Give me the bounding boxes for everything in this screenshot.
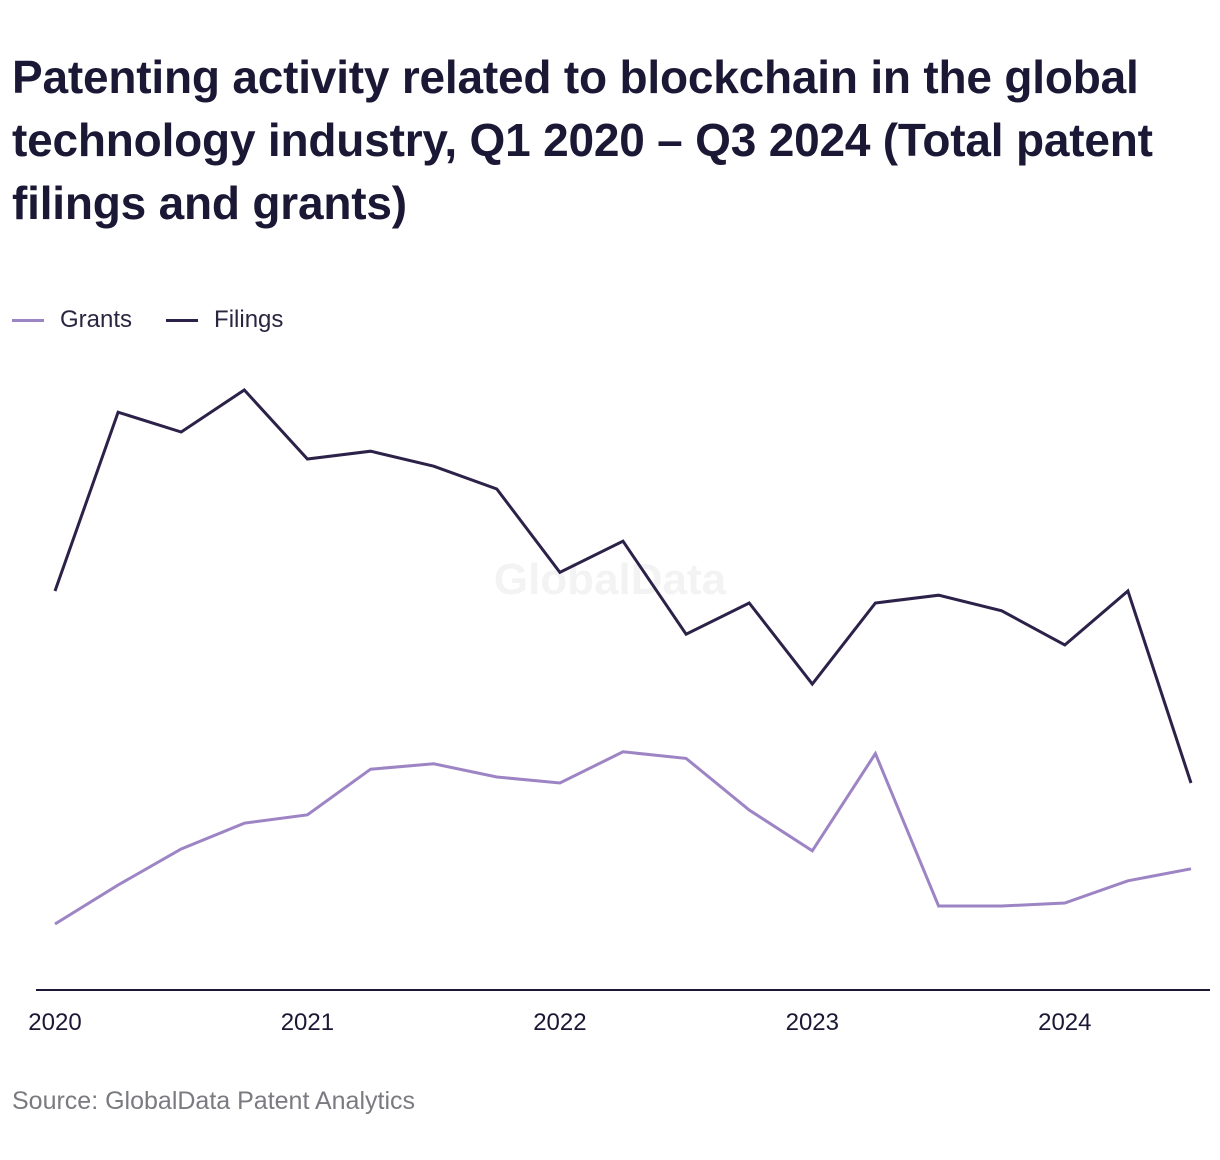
legend-item-filings: Filings (166, 306, 283, 334)
series-layer (53, 388, 1193, 926)
watermark: GlobalData (494, 555, 727, 604)
x-axis-ticks: 2020 2021 2022 2023 2024 (28, 1009, 1091, 1036)
x-tick-label: 2022 (533, 1009, 586, 1036)
x-tick-label: 2023 (786, 1009, 839, 1036)
legend-label-filings: Filings (214, 306, 284, 333)
line-chart: GlobalData 2020 2021 2022 2023 2024 (28, 388, 1210, 1036)
series-line-grants (54, 750, 1192, 926)
legend-item-grants: Grants (12, 306, 132, 334)
series-line-filings (53, 388, 1193, 784)
legend-swatch-filings (166, 318, 199, 322)
chart-title: Patenting activity related to blockchain… (12, 51, 1153, 229)
legend-label-grants: Grants (60, 306, 133, 333)
x-tick-label: 2021 (281, 1009, 334, 1036)
x-tick-label: 2020 (28, 1009, 81, 1036)
legend-swatch-grants (12, 318, 44, 322)
x-tick-label: 2024 (1038, 1009, 1091, 1036)
chart-legend: Grants Filings (12, 306, 317, 334)
source-note: Source: GlobalData Patent Analytics (12, 1087, 416, 1115)
